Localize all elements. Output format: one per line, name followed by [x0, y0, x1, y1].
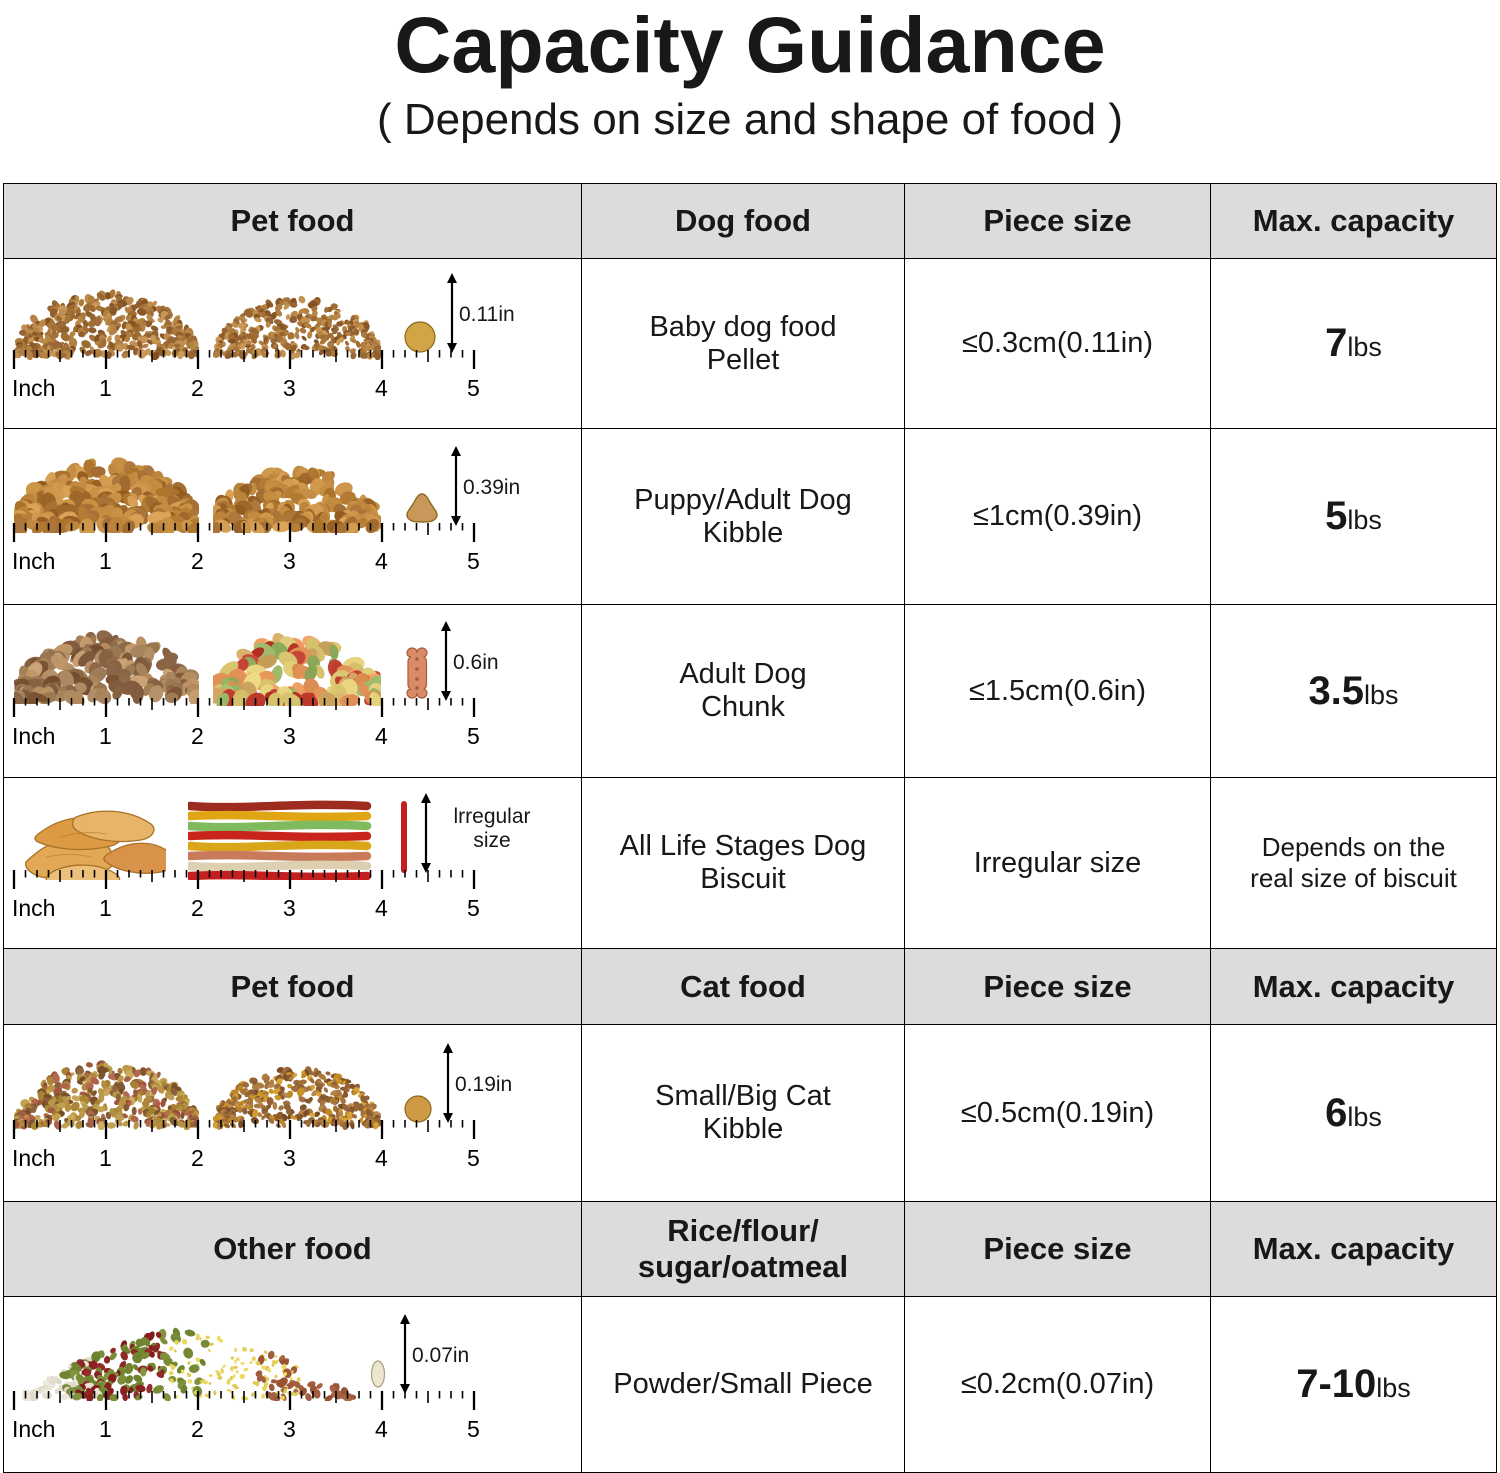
svg-text:5: 5: [467, 723, 480, 749]
svg-text:Inch: Inch: [12, 1145, 55, 1171]
svg-text:5: 5: [467, 895, 480, 921]
svg-text:5: 5: [467, 1416, 480, 1442]
svg-text:4: 4: [375, 1145, 388, 1171]
svg-text:1: 1: [99, 1145, 112, 1171]
svg-text:3: 3: [283, 375, 296, 401]
svg-text:5: 5: [467, 1145, 480, 1171]
svg-text:1: 1: [99, 548, 112, 574]
svg-text:5: 5: [467, 548, 480, 574]
svg-text:2: 2: [191, 723, 204, 749]
svg-text:Inch: Inch: [12, 548, 55, 574]
svg-text:4: 4: [375, 895, 388, 921]
svg-text:1: 1: [99, 895, 112, 921]
svg-text:1: 1: [99, 723, 112, 749]
svg-text:3: 3: [283, 723, 296, 749]
svg-text:2: 2: [191, 375, 204, 401]
svg-text:2: 2: [191, 548, 204, 574]
svg-text:1: 1: [99, 375, 112, 401]
svg-text:4: 4: [375, 723, 388, 749]
svg-text:4: 4: [375, 1416, 388, 1442]
svg-text:1: 1: [99, 1416, 112, 1442]
svg-text:Inch: Inch: [12, 895, 55, 921]
svg-text:Inch: Inch: [12, 375, 55, 401]
svg-text:2: 2: [191, 895, 204, 921]
svg-text:3: 3: [283, 1145, 296, 1171]
svg-text:3: 3: [283, 548, 296, 574]
svg-text:4: 4: [375, 375, 388, 401]
svg-text:3: 3: [283, 895, 296, 921]
svg-text:2: 2: [191, 1416, 204, 1442]
svg-text:2: 2: [191, 1145, 204, 1171]
svg-text:5: 5: [467, 375, 480, 401]
svg-text:3: 3: [283, 1416, 296, 1442]
svg-text:Inch: Inch: [12, 723, 55, 749]
svg-text:4: 4: [375, 548, 388, 574]
svg-text:Inch: Inch: [12, 1416, 55, 1442]
